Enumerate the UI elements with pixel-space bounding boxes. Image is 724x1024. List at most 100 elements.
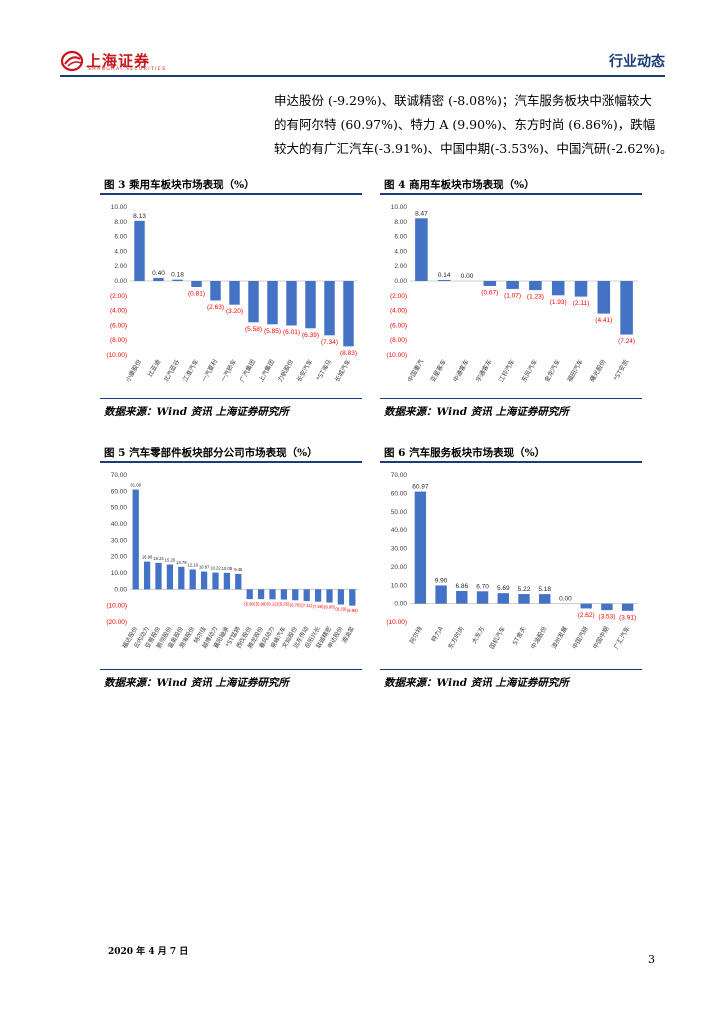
bar: [212, 572, 219, 590]
y-tick-label: 4.00: [394, 248, 407, 255]
bar: [456, 591, 468, 604]
bar: [134, 220, 145, 281]
y-tick-label: 50.00: [111, 505, 128, 512]
y-tick-label: 60.00: [111, 488, 128, 495]
bar: [229, 281, 240, 305]
y-tick-label: 10.00: [391, 582, 408, 589]
bar: [269, 589, 276, 600]
category-label: 江铃汽车: [497, 358, 516, 383]
figure-6-chart: 70.00 60.00 50.00 40.00 30.00 20.00 10.00 0.00 (…: [386, 472, 638, 650]
category-label: 中油股份: [529, 624, 549, 650]
bar: [326, 589, 333, 603]
data-label: (2.63): [207, 304, 224, 311]
data-label: 8.47: [415, 210, 428, 217]
category-label: 金龙汽车: [543, 358, 562, 383]
data-label: (0.67): [481, 289, 498, 296]
data-label: (3.20): [226, 308, 243, 315]
y-tick-label: (20.00): [106, 619, 127, 626]
bar: [132, 489, 139, 590]
logo-mark-icon: [60, 50, 84, 72]
bar: [267, 281, 278, 325]
category-label: ST舍夫: [511, 625, 528, 646]
data-label: (3.91): [619, 614, 636, 621]
bar: [551, 281, 565, 296]
data-label: 61.08: [130, 483, 141, 488]
logo-text: 上海证券: [86, 52, 151, 70]
data-label: (6.01): [283, 329, 300, 336]
category-label: 小康股份: [124, 357, 144, 383]
bar: [343, 281, 354, 347]
y-tick-label: 20.00: [111, 554, 128, 561]
data-label: (8.08): [324, 605, 336, 610]
figure-6-bottom-rule: [380, 669, 642, 670]
y-tick-label: 2.00: [394, 263, 407, 270]
bar: [172, 279, 183, 281]
figure-4-title: 图 4 商用车板块市场表现（%）: [384, 179, 535, 191]
y-tick-label: (10.00): [106, 352, 127, 359]
company-logo: 上海证券 SHANGHAI SECURITIES: [60, 50, 170, 76]
section-label: 行业动态: [609, 54, 665, 70]
bar: [292, 589, 299, 601]
data-label: 5.22: [518, 586, 531, 593]
bar: [337, 589, 345, 605]
category-label: 东风汽车: [520, 358, 539, 383]
y-tick-label: (4.00): [390, 308, 407, 315]
data-label: 16.24: [153, 556, 164, 561]
bar: [246, 589, 253, 600]
bar: [497, 593, 509, 604]
bar: [620, 281, 633, 335]
y-tick-label: 20.00: [391, 564, 408, 571]
y-tick-label: 8.00: [114, 219, 127, 226]
data-label: (9.96): [347, 608, 359, 613]
figure-4-chart: 10.00 8.00 6.00 4.00 2.00 0.00 (2.00) (4.00) (6.…: [386, 204, 638, 383]
y-tick-label: 40.00: [391, 527, 408, 534]
bar: [483, 281, 497, 286]
figure-5-bottom-rule: [100, 669, 362, 670]
y-tick-label: 0.00: [114, 586, 127, 593]
y-tick-label: 10.00: [111, 570, 128, 577]
page-header: 上海证券 SHANGHAI SECURITIES 行业动态: [60, 48, 665, 78]
bar: [286, 281, 297, 326]
category-label: 长城汽车: [333, 358, 352, 383]
data-label: 15.20: [165, 558, 176, 563]
y-tick-label: 70.00: [391, 472, 408, 479]
data-label: (6.25): [278, 602, 290, 607]
y-tick-label: 8.00: [394, 219, 407, 226]
bar: [200, 571, 208, 590]
y-tick-label: (4.00): [110, 308, 127, 315]
category-label: 曙光股份: [588, 357, 608, 383]
figure-4-bottom-rule: [380, 398, 642, 399]
y-tick-label: (10.00): [106, 603, 127, 610]
y-tick-label: 30.00: [391, 546, 408, 553]
header-divider: [60, 75, 665, 77]
y-tick-label: 4.00: [114, 248, 127, 255]
figure-6-source: 数据来源：Wind 资讯 上海证券研究所: [384, 677, 569, 689]
y-tick-label: (8.00): [110, 337, 127, 344]
category-label: 阿尔特: [408, 625, 424, 645]
data-label: 5.69: [497, 585, 510, 592]
page-number: 3: [648, 953, 655, 966]
bar: [435, 585, 447, 604]
category-label: 中国重汽: [406, 358, 425, 383]
category-label: 东方时尚: [446, 625, 465, 650]
y-tick-label: (10.00): [386, 352, 407, 359]
data-label: (6.70): [290, 602, 302, 607]
y-tick-label: 10.00: [391, 204, 408, 211]
y-tick-label: 6.00: [394, 234, 407, 241]
category-label: 江淮汽车: [181, 358, 200, 383]
data-label: (8.83): [340, 350, 357, 357]
data-label: (7.34): [321, 339, 338, 346]
bar: [143, 561, 151, 590]
bar: [210, 281, 221, 301]
y-tick-label: 30.00: [111, 537, 128, 544]
category-label: 广汇汽车: [612, 625, 631, 650]
y-tick-label: 70.00: [111, 472, 128, 479]
data-label: 0.40: [152, 270, 165, 277]
category-label: 中国汽研: [571, 625, 590, 650]
category-label: 大东方: [470, 625, 486, 645]
bar: [191, 281, 202, 287]
y-tick-label: (6.00): [390, 322, 407, 329]
y-tick-label: (2.00): [390, 293, 407, 300]
y-tick-label: (6.00): [110, 322, 127, 329]
bar: [539, 594, 551, 604]
